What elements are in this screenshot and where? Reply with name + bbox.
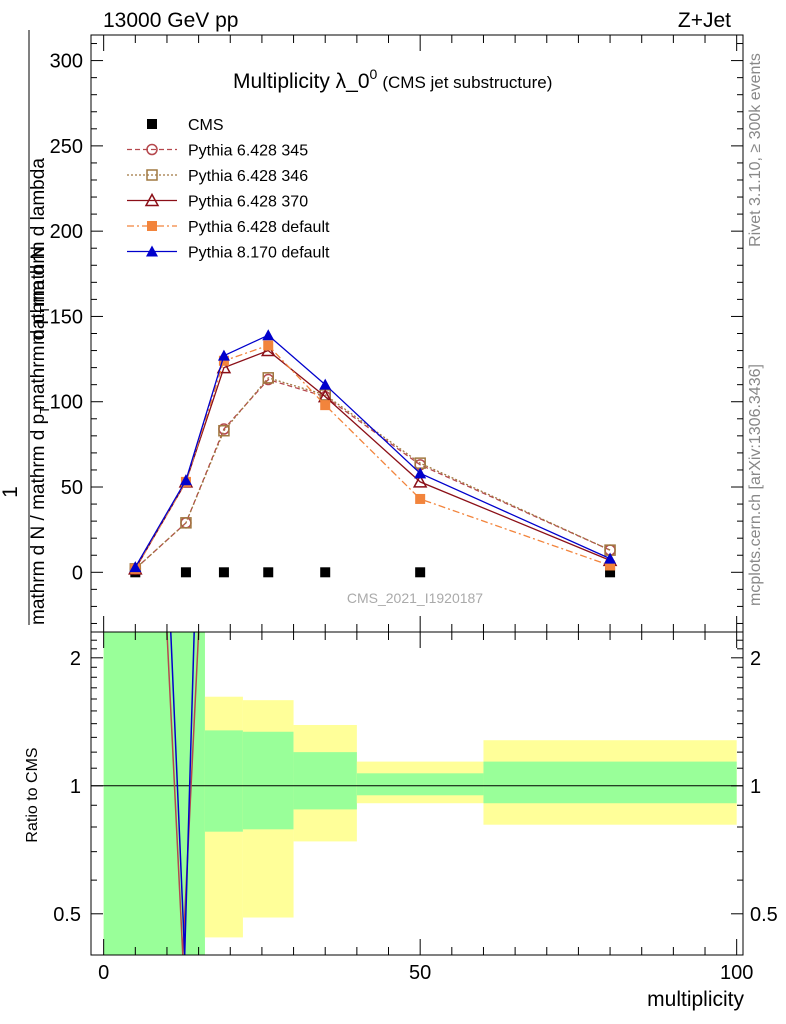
series-point-2-2 bbox=[218, 424, 230, 437]
x-tick-label: 0 bbox=[98, 962, 109, 984]
ratio-y-tick-label: 2 bbox=[70, 648, 81, 670]
x-axis-label: multiplicity bbox=[647, 988, 744, 1011]
ratio-y-tick-label: 1 bbox=[70, 776, 81, 798]
ylabel-numerator-one: 1 bbox=[0, 486, 22, 498]
main-y-axis-label: 1 mathrm d N / mathrm d pT mathrm d N ma… bbox=[0, 30, 52, 625]
series-point-4-3 bbox=[263, 340, 274, 351]
ylabel-numerator-sub: T bbox=[37, 306, 52, 314]
series-point-4-2 bbox=[218, 355, 229, 366]
series-point-5-3 bbox=[262, 329, 275, 341]
legend-label-5: Pythia 8.170 default bbox=[188, 245, 330, 262]
ratio-inner-band-2 bbox=[242, 731, 294, 830]
main-y-tick-label: 100 bbox=[50, 392, 83, 414]
series-point-5-0 bbox=[129, 561, 142, 573]
main-series-layer bbox=[128, 329, 618, 578]
ylabel-numerator-rest: mathrm d pTmathrm d lambda bbox=[28, 158, 52, 410]
header-process-label: Z+Jet bbox=[678, 9, 731, 32]
series-4 bbox=[130, 340, 616, 574]
legend-label-1: Pythia 6.428 345 bbox=[188, 143, 308, 160]
legend-marker-3 bbox=[144, 192, 160, 207]
series-point-0-2 bbox=[218, 567, 229, 578]
series-line-2 bbox=[134, 377, 611, 570]
ylabel-denominator-text: mathrm d N / mathrm d p bbox=[28, 414, 49, 625]
ylabel-numerator-lambda: mathrm d lambda bbox=[28, 158, 49, 306]
chart-watermark: CMS_2021_I1920187 bbox=[347, 590, 483, 606]
series-point-0-4 bbox=[320, 567, 331, 578]
legend-marker-4 bbox=[147, 221, 157, 231]
main-y-tick-label: 150 bbox=[50, 306, 83, 328]
legend-marker-1 bbox=[146, 143, 158, 156]
main-y-tick-label: 250 bbox=[50, 136, 83, 158]
series-3 bbox=[128, 342, 618, 575]
main-axes: 0 50 100 150 200 250 300 bbox=[50, 34, 744, 633]
series-point-0-6 bbox=[605, 567, 616, 578]
main-panel: 0 50 100 150 200 250 300 CMS_2021_I1920187 Mul… bbox=[50, 34, 744, 633]
ylabel-numerator: mathrm d N bbox=[28, 246, 49, 345]
rivet-version-label: Rivet 3.1.10, ≥ 300k events bbox=[747, 53, 764, 247]
series-line-3 bbox=[134, 349, 611, 570]
ratio-y-axis-label: Ratio to CMS bbox=[24, 747, 41, 842]
series-point-4-5 bbox=[415, 493, 426, 504]
series-2 bbox=[129, 372, 616, 575]
series-point-5-4 bbox=[319, 378, 332, 390]
series-0 bbox=[130, 567, 616, 578]
x-tick-label: 50 bbox=[409, 962, 431, 984]
x-tick-label: 100 bbox=[720, 962, 753, 984]
series-point-4-4 bbox=[320, 400, 331, 411]
series-5 bbox=[129, 329, 617, 573]
ratio-y-tick-label-right: 0.5 bbox=[750, 904, 778, 926]
main-y-tick-label: 50 bbox=[61, 477, 83, 499]
legend-marker-0 bbox=[147, 119, 157, 129]
ratio-y-tick-label-right: 2 bbox=[750, 648, 761, 670]
chart-title-main: Multiplicity λ_0 bbox=[233, 70, 370, 93]
ratio-inner-band-3 bbox=[293, 752, 357, 810]
chart-title: Multiplicity λ_00 (CMS jet substructure) bbox=[233, 66, 552, 93]
series-point-3-5 bbox=[412, 474, 428, 488]
legend-label-4: Pythia 6.428 default bbox=[188, 219, 330, 236]
main-y-tick-label: 0 bbox=[72, 562, 83, 584]
series-point-0-1 bbox=[180, 567, 191, 578]
series-line-4 bbox=[134, 344, 611, 570]
ylabel-denominator-sub: T bbox=[37, 406, 52, 414]
chart-title-superscript: 0 bbox=[370, 66, 378, 82]
chart-subtitle: (CMS jet substructure) bbox=[382, 73, 552, 92]
series-point-5-2 bbox=[217, 349, 230, 361]
ratio-inner-band-1 bbox=[204, 730, 243, 832]
series-1 bbox=[129, 373, 616, 575]
main-y-tick-label: 200 bbox=[50, 221, 83, 243]
ratio-axes: 0.5 0.5 1 1 2 2 0 50 100 bbox=[53, 631, 778, 984]
ratio-inner-band-4 bbox=[356, 773, 484, 796]
legend-label-0: CMS bbox=[188, 117, 224, 134]
legend-label-2: Pythia 6.428 346 bbox=[188, 168, 308, 185]
series-point-2-3 bbox=[262, 372, 274, 384]
mcplots-label: mcplots.cern.ch [arXiv:1306.3436] bbox=[747, 364, 764, 606]
ylabel-numerator-dn: mathrm d N bbox=[28, 246, 49, 345]
ratio-panel: 0.5 0.5 1 1 2 2 0 50 100 bbox=[53, 631, 778, 984]
series-point-4-6 bbox=[605, 560, 616, 571]
ylabel-numerator-dp: mathrm d p bbox=[28, 314, 49, 410]
header-energy-label: 13000 GeV pp bbox=[103, 9, 238, 32]
ylabel-denominator: mathrm d N / mathrm d pT bbox=[28, 406, 52, 625]
ratio-inner-band-0 bbox=[103, 632, 205, 955]
series-point-5-5 bbox=[414, 467, 427, 479]
series-point-2-1 bbox=[180, 517, 192, 529]
ratio-bands bbox=[91, 632, 743, 955]
legend-marker-2 bbox=[146, 169, 158, 181]
series-point-5-6 bbox=[604, 552, 617, 564]
ratio-y-tick-label: 0.5 bbox=[53, 904, 81, 926]
ratio-frame bbox=[90, 631, 744, 956]
ratio-inner-band-5 bbox=[483, 761, 737, 804]
main-y-tick-label: 300 bbox=[50, 51, 83, 73]
ratio-y-tick-label-right: 1 bbox=[750, 776, 761, 798]
legend-label-3: Pythia 6.428 370 bbox=[188, 194, 308, 211]
series-point-5-1 bbox=[179, 474, 192, 486]
series-point-0-5 bbox=[415, 567, 426, 578]
legend-marker-5 bbox=[146, 245, 158, 257]
series-point-0-3 bbox=[263, 567, 274, 578]
legend: CMS Pythia 6.428 345 Pythia 6.428 346 Pythi… bbox=[127, 117, 330, 262]
